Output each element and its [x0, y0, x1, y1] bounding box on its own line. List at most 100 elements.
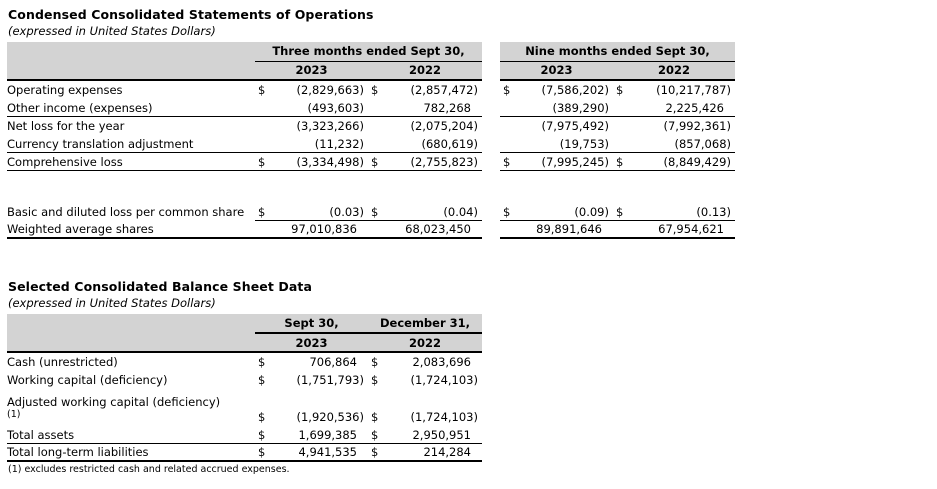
column-gap: [482, 42, 500, 80]
header-label-spacer: [7, 314, 255, 353]
balance-sheet-table: Sept 30, December 31, 2023 2022 Cash (un…: [7, 314, 482, 462]
value-cell: 89,891,646: [514, 220, 613, 239]
table-row-operating-expenses: Operating expenses $ (2,829,663) $ (2,85…: [7, 80, 735, 98]
column-group-three-months: Three months ended Sept 30,: [255, 42, 482, 62]
table-row-weighted-average-shares: Weighted average shares 97,010,836 68,02…: [7, 220, 735, 239]
currency-symbol: [500, 116, 514, 134]
balance-sheet-subtitle: (expressed in United States Dollars): [8, 296, 216, 310]
value-cell: (2,755,823): [394, 152, 482, 171]
currency-symbol: $: [368, 425, 394, 444]
currency-symbol: [613, 134, 639, 153]
table-row-loss-per-share: Basic and diluted loss per common share …: [7, 183, 735, 221]
column-header-sept30: Sept 30,: [255, 314, 368, 334]
value-cell: (2,829,663): [296, 83, 364, 97]
year-header-3m-2023: 2023: [255, 61, 368, 81]
currency-symbol: [613, 220, 639, 239]
value-cell: 2,950,951: [394, 425, 482, 444]
currency-symbol: [368, 98, 394, 117]
currency-symbol: $: [368, 443, 394, 462]
footnote: (1) excludes restricted cash and related…: [8, 464, 290, 475]
value-cell: 68,023,450: [394, 220, 482, 239]
column-header-dec31: December 31,: [368, 314, 482, 334]
value-cell: (10,217,787): [656, 83, 731, 97]
operations-subtitle: (expressed in United States Dollars): [8, 24, 216, 38]
currency-symbol: [255, 116, 271, 134]
currency-symbol: [500, 134, 514, 153]
value-cell: (7,975,492): [541, 119, 609, 133]
currency-symbol: $: [500, 183, 514, 221]
operations-table: Three months ended Sept 30, Nine months …: [7, 42, 735, 239]
table-row-adjusted-working-capital: Adjusted working capital (deficiency) (1…: [7, 388, 482, 425]
column-gap: [482, 220, 500, 238]
value-cell: (0.09): [514, 183, 613, 221]
value-cell: (389,290): [514, 98, 613, 117]
value-cell: (0.03): [271, 183, 368, 221]
currency-symbol: $: [258, 355, 266, 369]
value-cell: 97,010,836: [271, 220, 368, 239]
currency-symbol: $: [613, 183, 639, 221]
row-label: Working capital (deficiency): [7, 373, 168, 387]
row-label: Weighted average shares: [7, 220, 255, 239]
value-cell: (2,857,472): [410, 83, 478, 97]
currency-symbol: $: [613, 152, 639, 171]
table-row-other-income: Other income (expenses) (493,603) 782,26…: [7, 98, 735, 117]
row-label: Total long-term liabilities: [7, 443, 255, 462]
value-cell: (1,920,536): [296, 410, 364, 424]
value-cell: (3,323,266): [296, 119, 364, 133]
currency-symbol: $: [258, 373, 266, 387]
currency-symbol: $: [371, 410, 379, 424]
table-row-currency-translation: Currency translation adjustment (11,232)…: [7, 134, 735, 153]
footnote-reference: (1): [7, 409, 21, 420]
table-row-cash: Cash (unrestricted) $ 706,864 $ 2,083,69…: [7, 352, 482, 370]
value-cell: 782,268: [394, 98, 482, 117]
table-row-total-long-term-liabilities: Total long-term liabilities $ 4,941,535 …: [7, 443, 482, 462]
year-header-3m-2022: 2022: [368, 61, 482, 81]
currency-symbol: [368, 134, 394, 153]
table-row-total-assets: Total assets $ 1,699,385 $ 2,950,951: [7, 425, 482, 444]
operations-title: Condensed Consolidated Statements of Ope…: [8, 7, 374, 22]
column-gap: [482, 134, 500, 152]
value-cell: (2,075,204): [410, 119, 478, 133]
year-header-9m-2022: 2022: [613, 61, 735, 81]
value-cell: (0.13): [639, 183, 735, 221]
value-cell: (680,619): [394, 134, 482, 153]
currency-symbol: $: [255, 152, 271, 171]
table-row-comprehensive-loss: Comprehensive loss $ (3,334,498) $ (2,75…: [7, 152, 735, 171]
currency-symbol: [255, 220, 271, 239]
value-cell: 706,864: [309, 355, 357, 369]
header-label-spacer: [7, 42, 255, 81]
currency-symbol: [255, 98, 271, 117]
currency-symbol: $: [258, 410, 266, 424]
currency-symbol: $: [371, 355, 379, 369]
value-cell: (0.04): [394, 183, 482, 221]
column-gap: [482, 152, 500, 170]
row-label: Total assets: [7, 425, 255, 444]
year-header-9m-2023: 2023: [500, 61, 613, 81]
currency-symbol: $: [258, 83, 266, 97]
currency-symbol: [368, 116, 394, 134]
currency-symbol: [613, 116, 639, 134]
balance-sheet-title: Selected Consolidated Balance Sheet Data: [8, 279, 313, 294]
document-page: Condensed Consolidated Statements of Ope…: [7, 7, 735, 475]
currency-symbol: $: [503, 83, 511, 97]
currency-symbol: [500, 98, 514, 117]
value-cell: (11,232): [271, 134, 368, 153]
row-label: Net loss for the year: [7, 119, 125, 133]
value-cell: (7,992,361): [663, 119, 731, 133]
year-header-2023: 2023: [255, 333, 368, 353]
column-gap: [482, 116, 500, 134]
value-cell: (3,334,498): [271, 152, 368, 171]
table-row-net-loss: Net loss for the year (3,323,266) (2,075…: [7, 116, 735, 134]
currency-symbol: $: [255, 425, 271, 444]
value-cell: (1,724,103): [410, 373, 478, 387]
column-gap: [482, 80, 500, 98]
value-cell: (7,586,202): [541, 83, 609, 97]
column-gap: [482, 183, 500, 220]
column-gap: [482, 98, 500, 116]
value-cell: (8,849,429): [639, 152, 735, 171]
currency-symbol: [500, 220, 514, 239]
currency-symbol: $: [255, 443, 271, 462]
currency-symbol: $: [255, 183, 271, 221]
value-cell: (1,751,793): [296, 373, 364, 387]
value-cell: 2,083,696: [412, 355, 471, 369]
